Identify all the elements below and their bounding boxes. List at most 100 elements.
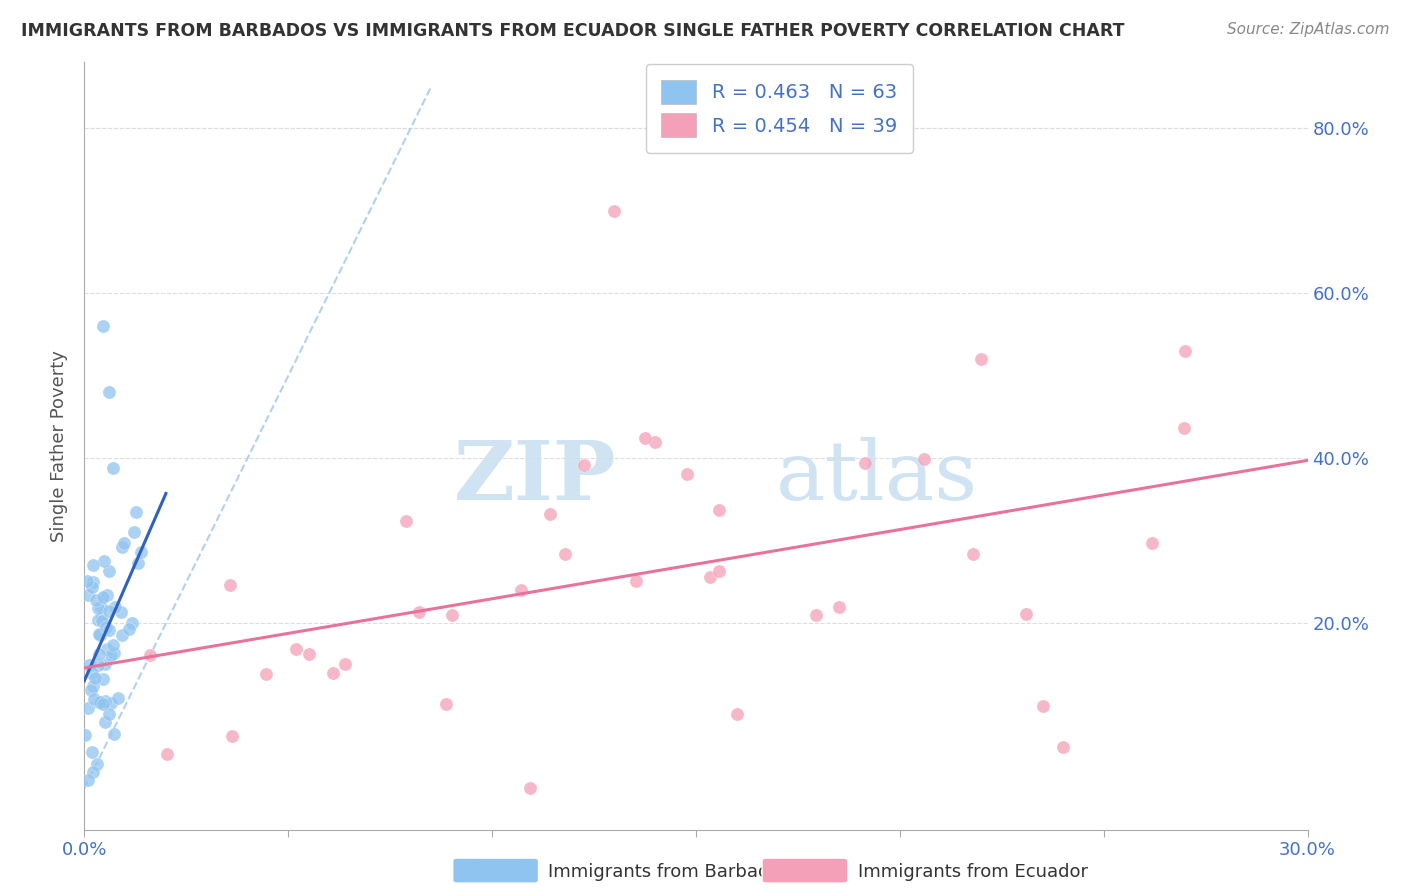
Point: [970, 352, 993, 367]
Point: [87, 658, 110, 673]
Point: [1142, 536, 1164, 550]
Point: [709, 564, 731, 578]
Point: [519, 781, 541, 796]
Point: [103, 600, 125, 615]
Point: [76, 701, 98, 715]
Point: [127, 557, 149, 571]
Point: [75, 728, 97, 742]
Point: [634, 431, 657, 445]
Point: [540, 508, 562, 522]
Point: [100, 696, 122, 710]
Point: [125, 505, 148, 519]
Point: [434, 697, 457, 711]
Text: Immigrants from Ecuador: Immigrants from Ecuador: [858, 863, 1088, 881]
Point: [322, 665, 344, 680]
Text: IMMIGRANTS FROM BARBADOS VS IMMIGRANTS FROM ECUADOR SINGLE FATHER POVERTY CORREL: IMMIGRANTS FROM BARBADOS VS IMMIGRANTS F…: [21, 22, 1125, 40]
Point: [76, 574, 98, 589]
Point: [139, 648, 162, 662]
Point: [509, 582, 531, 597]
Point: [603, 203, 626, 218]
Point: [77, 773, 100, 788]
Point: [408, 605, 430, 619]
Point: [96, 588, 118, 602]
Point: [675, 467, 697, 481]
Point: [80, 665, 103, 680]
Point: [91, 698, 114, 712]
Point: [122, 524, 145, 539]
Point: [112, 536, 135, 550]
Point: [131, 545, 153, 559]
Point: [82, 558, 104, 573]
Point: [96, 642, 118, 657]
Point: [91, 591, 114, 605]
Point: [90, 611, 112, 625]
Point: [87, 695, 110, 709]
Legend: R = 0.463   N = 63, R = 0.454   N = 39: R = 0.463 N = 63, R = 0.454 N = 39: [645, 64, 912, 153]
Point: [103, 461, 125, 475]
Point: [82, 580, 104, 594]
Point: [574, 458, 596, 473]
Point: [624, 574, 647, 589]
Point: [84, 671, 107, 685]
Point: [86, 756, 108, 771]
Point: [94, 657, 117, 671]
Point: [110, 605, 132, 619]
Point: [94, 694, 117, 708]
Point: [87, 613, 110, 627]
Point: [117, 622, 139, 636]
Point: [82, 764, 104, 779]
Point: [1174, 344, 1197, 359]
Point: [1052, 740, 1074, 755]
Point: [86, 601, 108, 615]
Point: [853, 457, 876, 471]
Point: [103, 727, 125, 741]
Point: [725, 707, 748, 722]
Point: [93, 554, 115, 568]
Point: [912, 452, 935, 467]
Point: [107, 690, 129, 705]
Text: atlas: atlas: [776, 437, 977, 516]
Point: [1032, 698, 1054, 713]
Point: [89, 695, 111, 709]
Point: [284, 642, 307, 657]
Point: [1173, 421, 1195, 435]
Point: [395, 514, 418, 528]
Point: [121, 616, 143, 631]
Point: [333, 657, 356, 672]
Point: [93, 714, 115, 729]
Point: [156, 747, 179, 762]
Point: [962, 547, 984, 561]
Point: [83, 692, 105, 706]
Point: [87, 647, 110, 661]
Point: [699, 570, 721, 584]
Point: [804, 607, 827, 622]
Point: [218, 578, 240, 592]
Point: [644, 434, 666, 449]
Point: [707, 503, 730, 517]
Point: [103, 647, 125, 661]
Point: [1015, 607, 1038, 621]
Text: ZIP: ZIP: [454, 437, 616, 516]
Point: [89, 627, 111, 641]
Point: [98, 604, 121, 618]
Point: [97, 706, 120, 721]
Point: [554, 547, 576, 561]
Point: [97, 623, 120, 637]
Point: [96, 620, 118, 634]
Point: [82, 574, 104, 589]
Point: [101, 638, 124, 652]
Point: [77, 657, 100, 672]
Text: Source: ZipAtlas.com: Source: ZipAtlas.com: [1226, 22, 1389, 37]
Y-axis label: Single Father Poverty: Single Father Poverty: [51, 350, 69, 542]
Point: [90, 614, 112, 628]
Point: [80, 682, 103, 697]
Point: [90, 600, 112, 615]
Point: [82, 679, 104, 693]
Point: [91, 319, 114, 334]
Point: [100, 648, 122, 663]
Point: [98, 565, 121, 579]
Point: [84, 593, 107, 607]
Point: [298, 647, 321, 661]
Point: [827, 599, 849, 614]
Point: [89, 628, 111, 642]
